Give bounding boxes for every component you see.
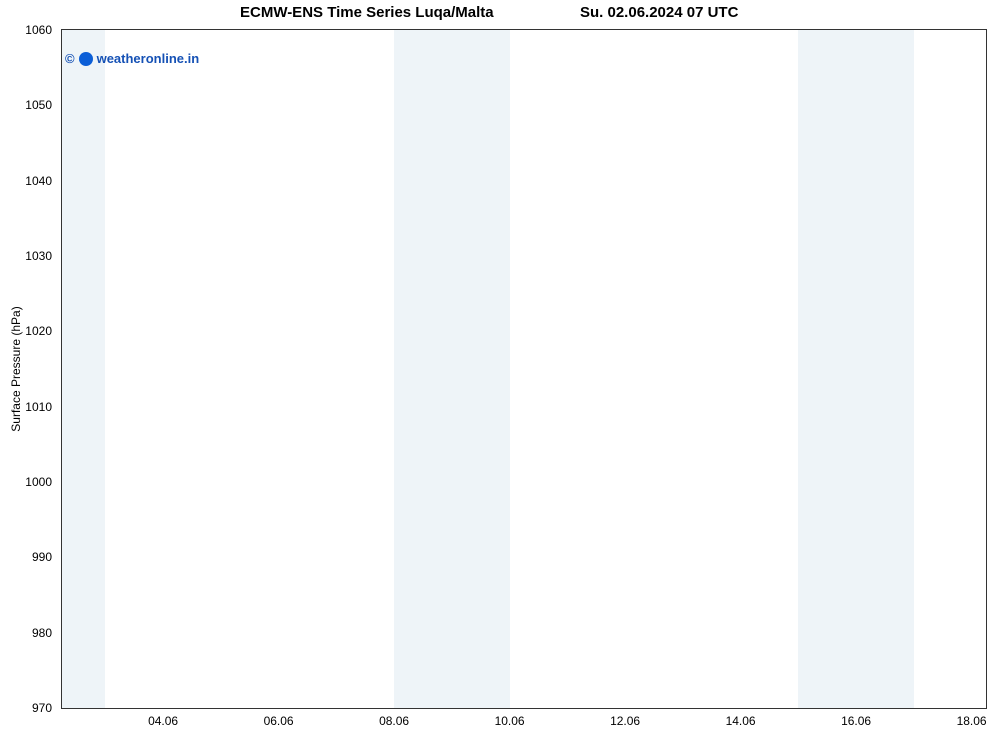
- x-tick-label: 08.06: [379, 714, 409, 728]
- y-tick-label: 1050: [25, 98, 62, 112]
- y-tick-label: 1000: [25, 475, 62, 489]
- watermark-text: weatheronline.in: [97, 51, 200, 66]
- chart-title-left: ECMW-ENS Time Series Luqa/Malta: [240, 4, 494, 21]
- x-tick-label: 06.06: [264, 714, 294, 728]
- weekend-shade: [62, 30, 105, 708]
- y-tick-label: 1020: [25, 324, 62, 338]
- y-tick-label: 1030: [25, 249, 62, 263]
- weekend-shade: [394, 30, 510, 708]
- pressure-chart: ECMW-ENS Time Series Luqa/Malta Su. 02.0…: [0, 0, 1000, 733]
- x-tick-label: 18.06: [957, 714, 987, 728]
- copyright-icon: ©: [65, 51, 75, 66]
- globe-icon: [79, 52, 93, 66]
- y-tick-label: 1040: [25, 174, 62, 188]
- x-tick-label: 14.06: [726, 714, 756, 728]
- y-tick-label: 990: [32, 550, 62, 564]
- x-tick-label: 04.06: [148, 714, 178, 728]
- x-tick-label: 12.06: [610, 714, 640, 728]
- y-tick-label: 980: [32, 626, 62, 640]
- x-tick-label: 10.06: [495, 714, 525, 728]
- y-tick-label: 970: [32, 701, 62, 715]
- x-tick-label: 16.06: [841, 714, 871, 728]
- y-axis-title: Surface Pressure (hPa): [9, 306, 23, 431]
- chart-title-right: Su. 02.06.2024 07 UTC: [580, 4, 738, 21]
- watermark: © weatheronline.in: [65, 51, 199, 66]
- plot-area: © weatheronline.in 04.0606.0608.0610.061…: [61, 29, 987, 709]
- y-tick-label: 1010: [25, 400, 62, 414]
- y-tick-label: 1060: [25, 23, 62, 37]
